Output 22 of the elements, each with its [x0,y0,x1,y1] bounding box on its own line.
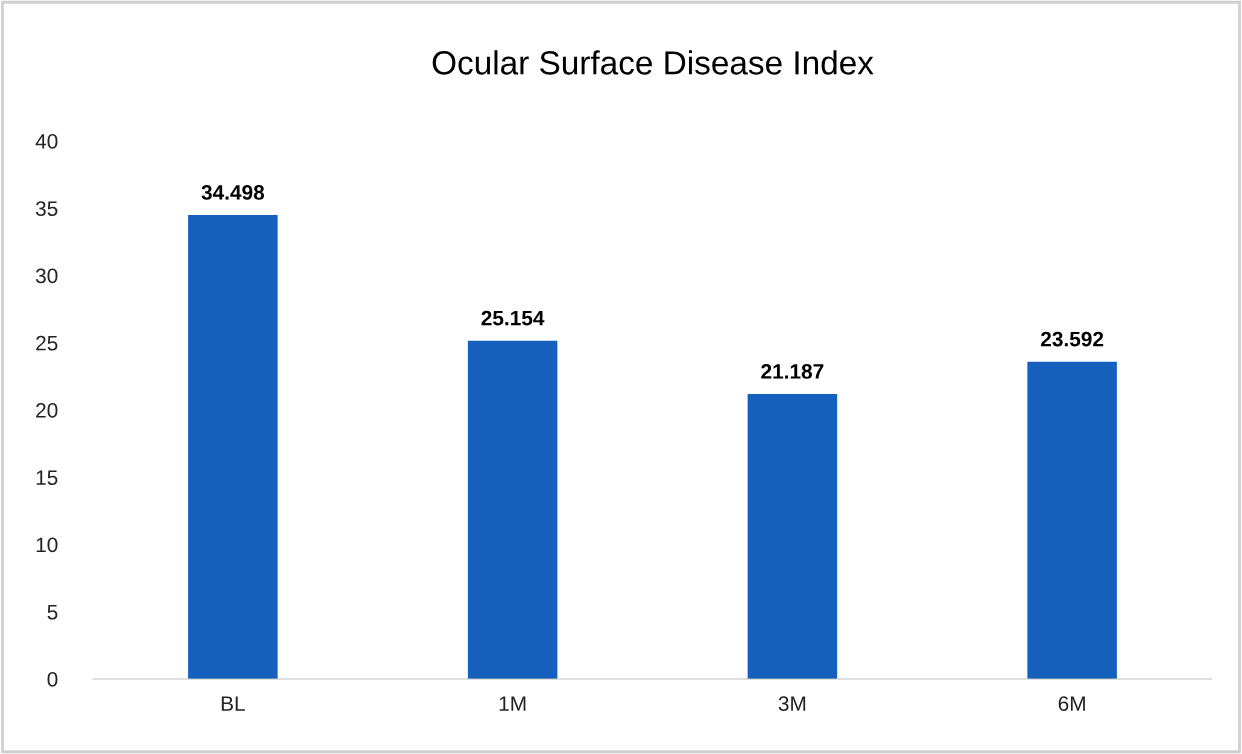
y-tick-label: 30 [35,268,58,284]
bar [188,215,278,679]
y-tick-label: 5 [47,604,58,620]
y-tick-label: 15 [36,470,58,485]
y-tick-label: 25 [36,335,58,351]
y-tick-label: 20 [36,403,58,418]
x-tick-label: 1M [499,696,526,711]
y-tick-label: 35 [35,201,58,216]
data-label: 21.187 [761,364,824,379]
bar [747,394,838,679]
chart-title: Ocular Surface Disease Index [432,50,874,75]
y-tick-label: 0 [47,672,58,687]
y-tick-label: 10 [36,537,58,553]
x-tick-label: BL [221,696,245,711]
x-tick-label: 3M [778,696,806,711]
x-tick-label: 6M [1058,696,1085,711]
data-label: 34.498 [201,185,265,200]
y-tick-label: 40 [35,134,58,149]
bar [1027,361,1117,679]
bar [467,340,558,679]
data-label: 23.592 [1040,331,1104,347]
data-label: 25.154 [481,310,545,326]
